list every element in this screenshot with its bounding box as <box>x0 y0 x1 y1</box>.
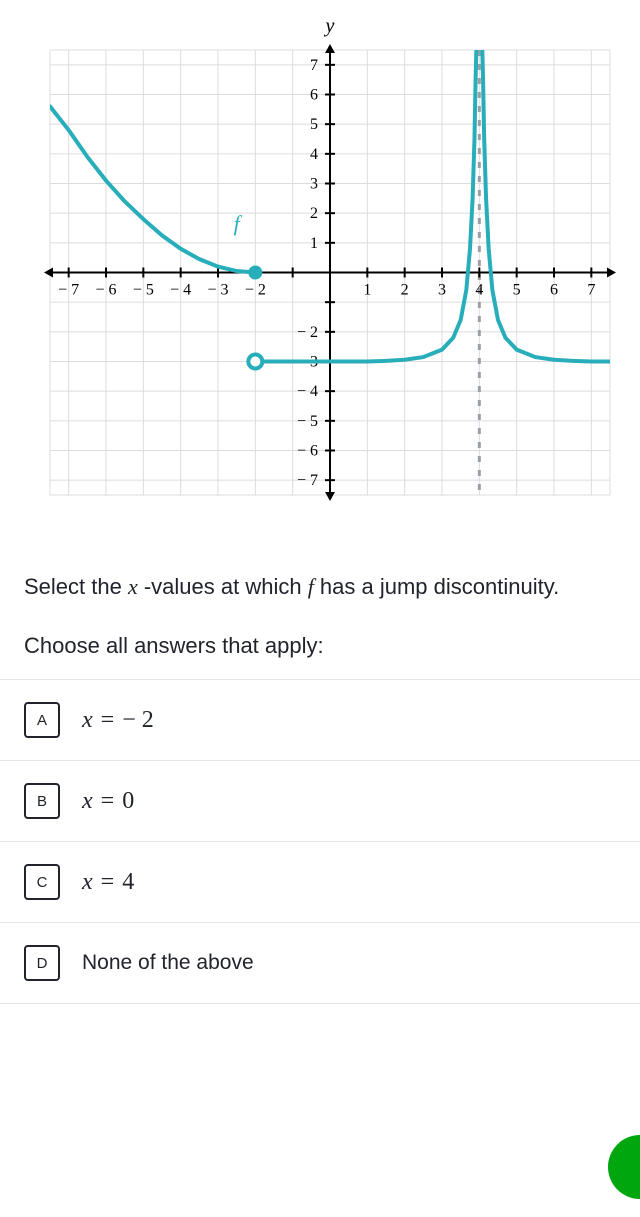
function-graph: − 7− 6− 5− 4− 3− 212345677654321− 2− 3− … <box>20 10 620 520</box>
svg-text:− 5: − 5 <box>133 282 154 299</box>
checkbox-a[interactable]: A <box>24 702 60 738</box>
svg-text:− 7: − 7 <box>297 472 318 489</box>
checkbox-d[interactable]: D <box>24 945 60 981</box>
svg-text:2: 2 <box>310 205 318 222</box>
svg-text:5: 5 <box>310 116 318 133</box>
svg-text:6: 6 <box>310 87 318 104</box>
answer-list: Ax=− 2Bx=0Cx=4DNone of the above <box>0 679 640 1004</box>
answer-option-b[interactable]: Bx=0 <box>0 761 640 842</box>
question-var: x <box>128 574 138 599</box>
question-mid: -values at which <box>138 574 308 599</box>
chart-container: − 7− 6− 5− 4− 3− 212345677654321− 2− 3− … <box>0 0 640 550</box>
svg-text:− 2: − 2 <box>245 282 266 299</box>
svg-text:− 2: − 2 <box>297 324 318 341</box>
svg-text:3: 3 <box>310 176 318 193</box>
svg-text:− 4: − 4 <box>297 383 318 400</box>
svg-text:7: 7 <box>587 282 595 299</box>
svg-text:1: 1 <box>363 282 371 299</box>
question-tail: has a jump discontinuity. <box>314 574 559 599</box>
svg-text:2: 2 <box>401 282 409 299</box>
svg-text:− 5: − 5 <box>297 413 318 430</box>
answer-label: None of the above <box>82 951 254 975</box>
help-button[interactable] <box>608 1135 640 1199</box>
answer-option-a[interactable]: Ax=− 2 <box>0 680 640 761</box>
svg-text:1: 1 <box>310 235 318 252</box>
svg-text:− 3: − 3 <box>207 282 228 299</box>
svg-text:7: 7 <box>310 57 318 74</box>
checkbox-b[interactable]: B <box>24 783 60 819</box>
svg-text:− 6: − 6 <box>95 282 116 299</box>
svg-text:3: 3 <box>438 282 446 299</box>
checkbox-c[interactable]: C <box>24 864 60 900</box>
question-text: Select the x -values at which f has a ju… <box>0 550 640 623</box>
answer-label: x=4 <box>82 869 134 896</box>
svg-text:4: 4 <box>475 282 483 299</box>
answer-option-c[interactable]: Cx=4 <box>0 842 640 923</box>
svg-text:f: f <box>234 211 243 236</box>
instruction-text: Choose all answers that apply: <box>0 623 640 679</box>
answer-option-d[interactable]: D None of the above <box>0 923 640 1004</box>
svg-text:− 6: − 6 <box>297 443 318 460</box>
svg-text:− 7: − 7 <box>58 282 79 299</box>
question-lead: Select the <box>24 574 128 599</box>
answer-label: x=− 2 <box>82 707 154 734</box>
svg-text:6: 6 <box>550 282 558 299</box>
svg-text:4: 4 <box>310 146 318 163</box>
svg-text:− 4: − 4 <box>170 282 191 299</box>
svg-text:5: 5 <box>513 282 521 299</box>
answer-label: x=0 <box>82 788 134 815</box>
svg-text:y: y <box>324 15 335 37</box>
